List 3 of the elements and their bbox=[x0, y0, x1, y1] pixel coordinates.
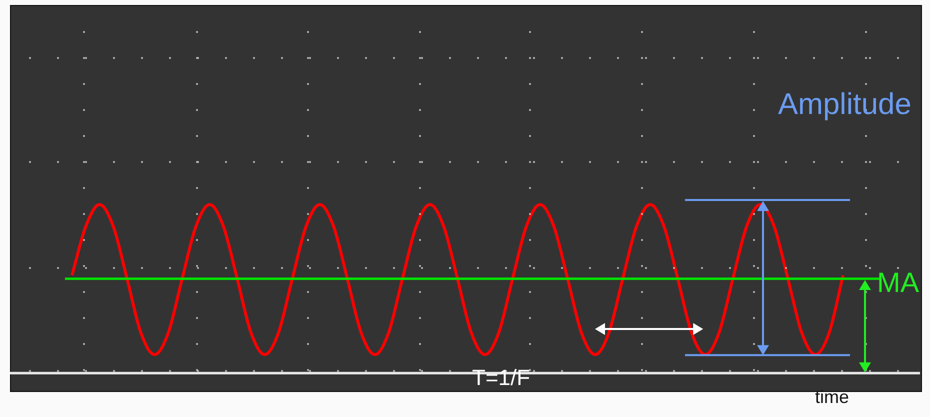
text: time bbox=[815, 387, 850, 408]
text: Amplitude bbox=[778, 88, 912, 121]
text: MA bbox=[877, 267, 919, 299]
